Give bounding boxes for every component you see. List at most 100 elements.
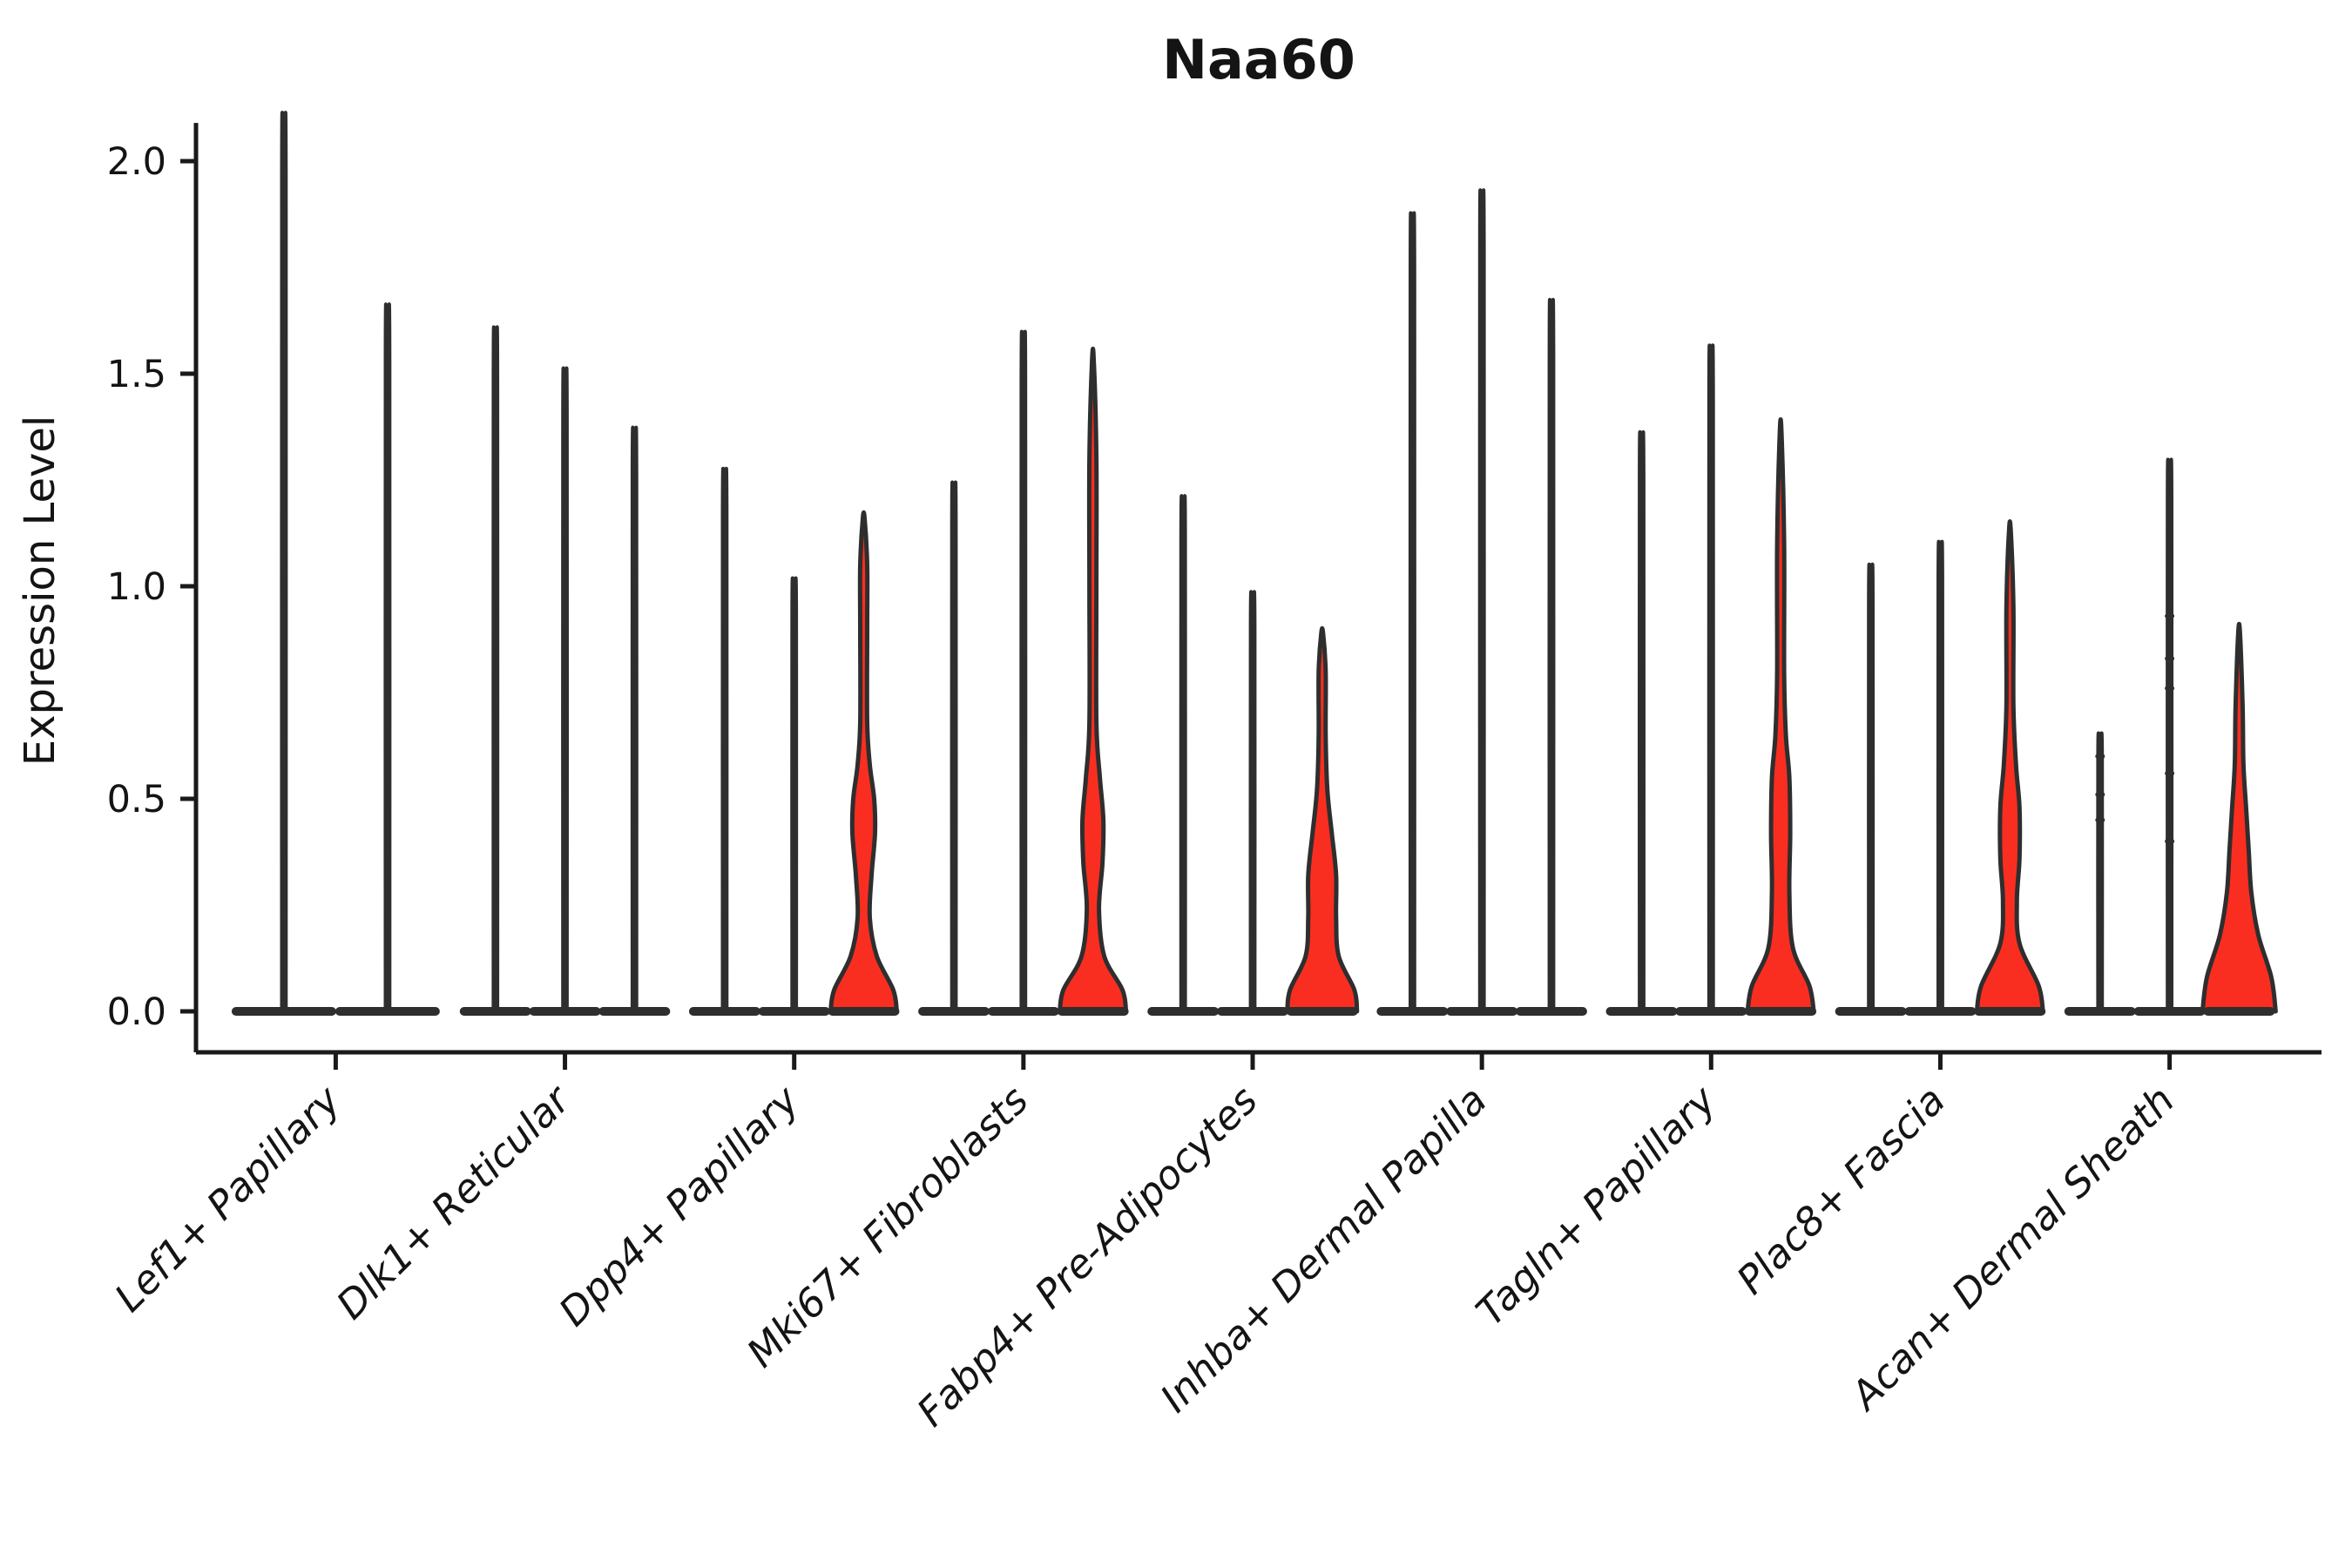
violin-base <box>598 1007 671 1016</box>
violin-base <box>459 1007 531 1016</box>
violin-body <box>1637 430 1646 1014</box>
violin-body <box>2166 457 2174 1014</box>
violin-thin <box>335 302 440 1016</box>
violin-thin <box>1835 562 1907 1016</box>
y-tick-label: 0.0 <box>107 990 166 1034</box>
data-point <box>2165 656 2175 661</box>
x-tick-label: Dpp4+ Papillary <box>550 1076 808 1335</box>
violin-body <box>1019 329 1028 1014</box>
y-tick-label: 1.5 <box>107 353 166 396</box>
violin-body <box>1285 625 1360 1014</box>
violin-base <box>1057 1007 1129 1016</box>
violin-thin <box>1446 188 1518 1016</box>
data-point <box>2165 771 2175 776</box>
violin-body <box>1248 590 1257 1014</box>
violin-base <box>758 1007 830 1016</box>
violin-body <box>630 425 639 1014</box>
violin-thin <box>1904 539 1977 1016</box>
data-point <box>2165 839 2175 844</box>
violin-body <box>491 325 500 1014</box>
data-point <box>2165 686 2175 691</box>
y-axis-tick-labels: 0.0 0.5 1.0 1.5 2.0 <box>107 140 166 1034</box>
violin-thin <box>918 480 990 1016</box>
violin-base <box>529 1007 601 1016</box>
violin-base <box>1835 1007 1907 1016</box>
violin-body <box>1707 343 1715 1014</box>
violin-body <box>1058 346 1129 1014</box>
violin-body <box>280 111 288 1014</box>
violin-thin <box>688 466 760 1016</box>
data-point <box>2095 792 2105 797</box>
violin-expressed <box>1285 625 1360 1016</box>
violin-thin <box>1515 298 1587 1016</box>
violin-body <box>2200 621 2278 1014</box>
violin-base <box>335 1007 440 1016</box>
violin-thin <box>529 366 601 1016</box>
y-tick-label: 2.0 <box>107 140 166 184</box>
violin-expressed <box>1057 346 1129 1016</box>
chart-title: Naa60 <box>1162 28 1355 91</box>
violin-body <box>1745 416 1816 1014</box>
x-tick-label: Plac8+ Fascia <box>1727 1077 1954 1303</box>
violin-base <box>2064 1007 2136 1016</box>
violins-layer <box>231 111 2278 1016</box>
violin-body <box>1179 494 1187 1014</box>
violin-thin <box>1376 211 1449 1016</box>
violin-base <box>828 1007 900 1016</box>
violin-expressed <box>2200 621 2278 1016</box>
violin-base <box>231 1007 336 1016</box>
violin-base <box>1446 1007 1518 1016</box>
violin-thin <box>1605 430 1678 1016</box>
violin-expressed <box>1745 416 1817 1016</box>
violin-thin <box>987 329 1059 1016</box>
data-point <box>2165 613 2175 618</box>
violin-body <box>1936 539 1944 1014</box>
violin-body <box>720 466 729 1014</box>
violin-base <box>2203 1007 2275 1016</box>
violin-body <box>1867 562 1876 1014</box>
x-tick-label: Lef1+ Papillary <box>105 1076 350 1321</box>
violin-base <box>1745 1007 1817 1016</box>
y-tick-label: 1.0 <box>107 565 166 609</box>
violin-body <box>2096 731 2105 1014</box>
violin-body <box>950 480 958 1014</box>
x-tick-label: Tagln+ Papillary <box>1467 1076 1726 1335</box>
violin-base <box>1147 1007 1220 1016</box>
violin-body <box>828 510 899 1014</box>
x-tick-label: Dlk1+ Reticular <box>328 1076 580 1328</box>
y-tick-label: 0.5 <box>107 778 166 821</box>
violin-base <box>918 1007 990 1016</box>
violin-body <box>1974 519 2045 1014</box>
violin-base <box>1675 1007 1747 1016</box>
data-point <box>2095 817 2105 822</box>
violin-base <box>1605 1007 1678 1016</box>
violin-thin <box>2133 457 2206 1016</box>
violin-body <box>561 366 570 1014</box>
violin-thin <box>1217 590 1288 1016</box>
violin-body <box>1477 188 1486 1014</box>
violin-thin <box>2064 731 2136 1016</box>
violin-body <box>790 576 799 1014</box>
violin-base <box>2133 1007 2206 1016</box>
violin-body <box>1408 211 1416 1014</box>
violin-thin <box>231 111 336 1016</box>
violin-base <box>1286 1007 1358 1016</box>
violin-base <box>987 1007 1059 1016</box>
axes-layer <box>180 123 2322 1070</box>
violin-base <box>1974 1007 2046 1016</box>
violin-base <box>688 1007 760 1016</box>
data-point <box>2095 754 2105 759</box>
violin-expressed <box>828 510 900 1016</box>
violin-thin <box>1147 494 1220 1016</box>
y-axis-label: Expression Level <box>16 416 64 767</box>
violin-thin <box>1675 343 1747 1016</box>
violin-thin <box>758 576 830 1016</box>
violin-expressed <box>1974 519 2046 1016</box>
violin-body <box>383 302 392 1014</box>
violin-base <box>1217 1007 1288 1016</box>
violin-base <box>1515 1007 1587 1016</box>
violin-thin <box>598 425 671 1016</box>
